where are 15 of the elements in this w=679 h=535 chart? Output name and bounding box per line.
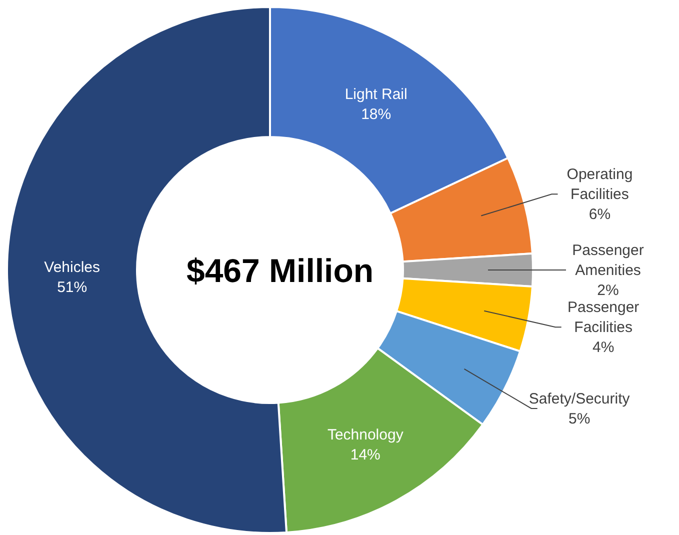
- slice-label: Passenger Amenities: [572, 242, 644, 279]
- data-label: 18%: [361, 106, 392, 123]
- slice-label: Technology: [327, 426, 404, 444]
- text: $467 Million: [186, 252, 374, 289]
- slice-label: Operating Facilities: [566, 166, 633, 204]
- slice-label: Vehicles: [44, 259, 100, 276]
- slice-label: Light Rail: [344, 86, 408, 103]
- data-label: 4%: [592, 339, 614, 356]
- slice-label: Safety/Security: [528, 390, 630, 408]
- data-label: 5%: [568, 410, 590, 428]
- data-label: 14%: [350, 446, 380, 464]
- data-label: 6%: [588, 206, 611, 224]
- data-label: 2%: [597, 282, 619, 299]
- slice-label: Passenger Facilities: [567, 299, 640, 336]
- data-label: 51%: [57, 279, 88, 296]
